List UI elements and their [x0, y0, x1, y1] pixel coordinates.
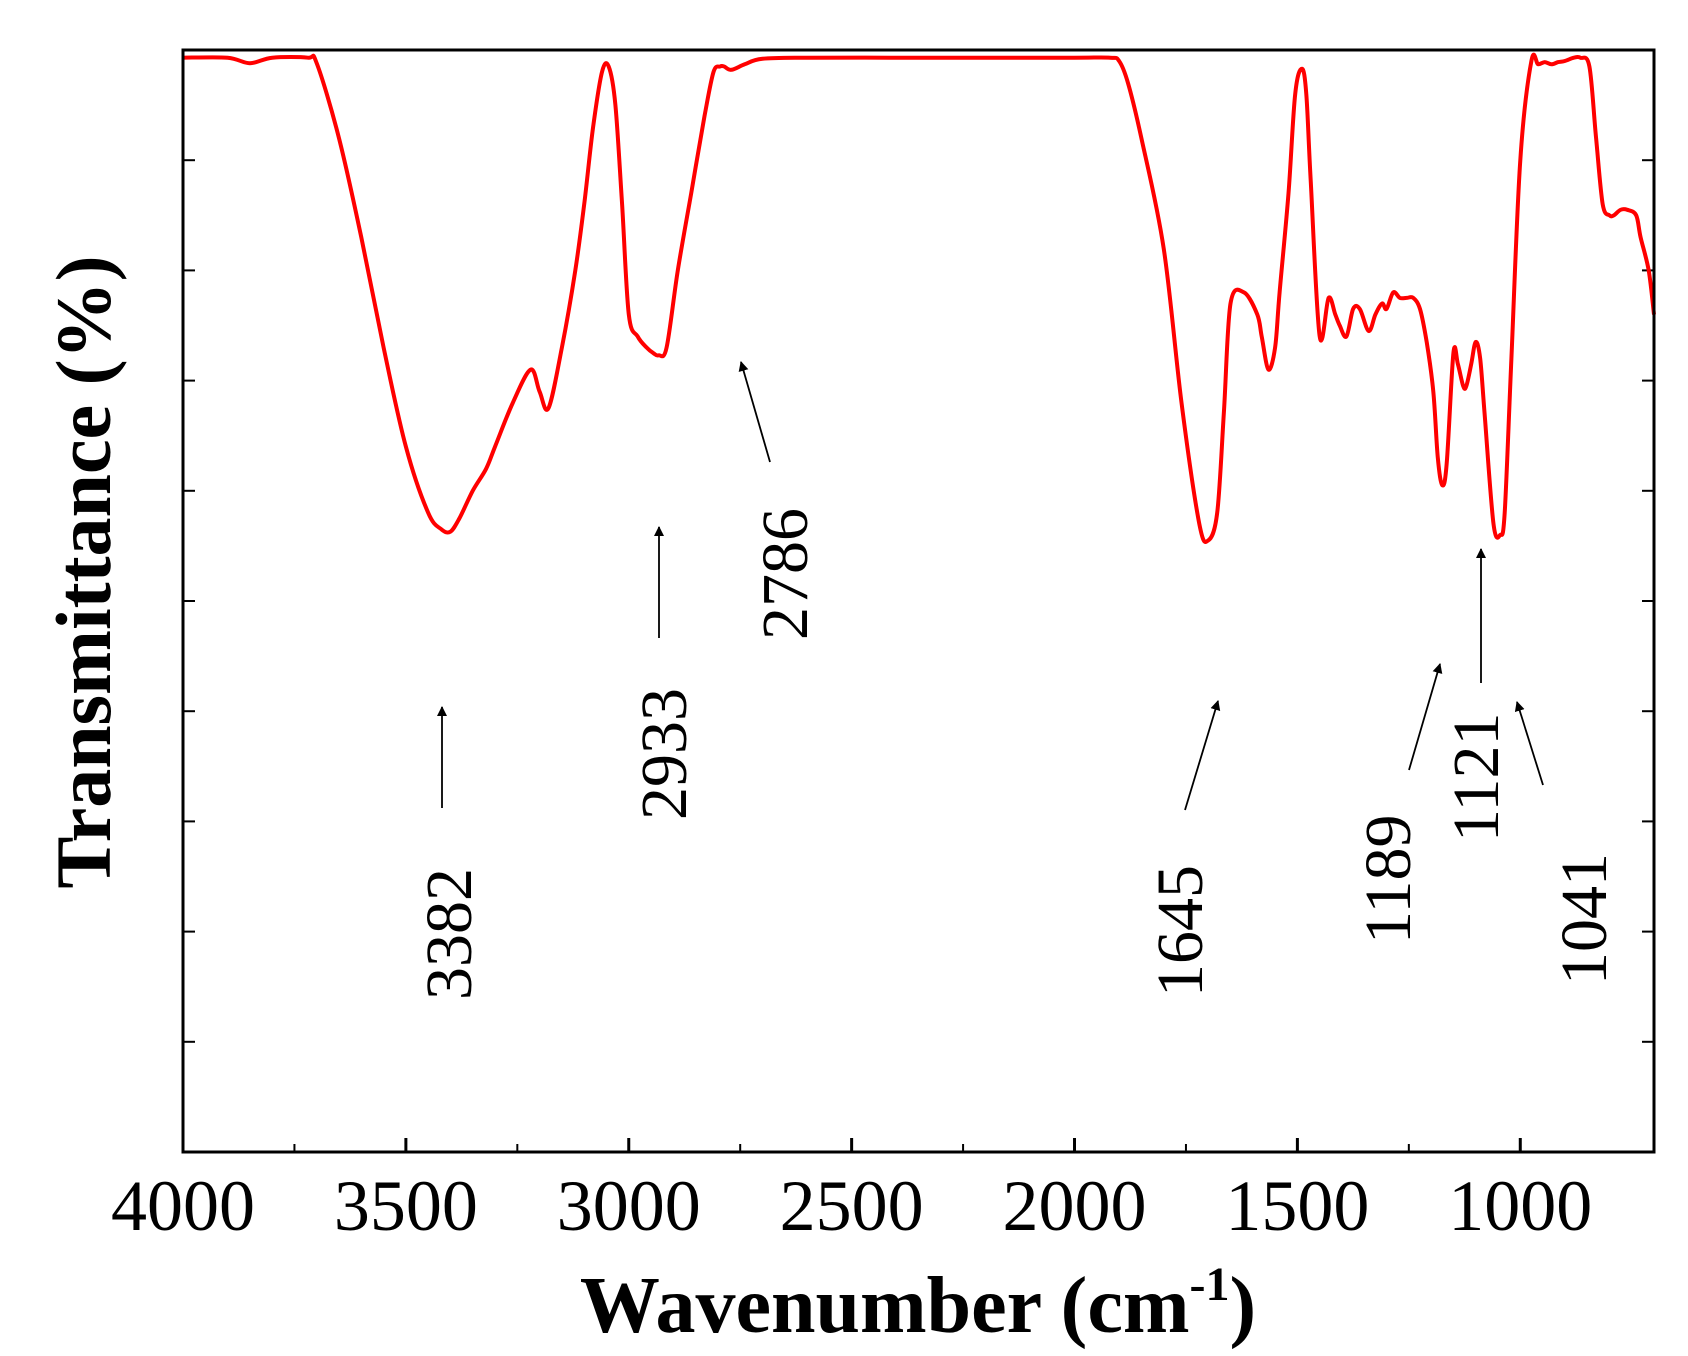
- x-tick-label: 1500: [1225, 1166, 1369, 1246]
- x-axis-title-tail: ): [1229, 1262, 1256, 1350]
- peak-arrow-2786: [738, 361, 771, 463]
- transmittance-line: [182, 52, 1656, 545]
- x-tick-label: 3000: [557, 1166, 701, 1246]
- peak-label-1645: 1645: [1144, 865, 1217, 997]
- peak-label-2933: 2933: [628, 688, 701, 820]
- series-layer: [182, 52, 1656, 545]
- peak-label-3382: 3382: [413, 868, 486, 1000]
- peak-arrow-1645: [1184, 700, 1221, 811]
- x-axis-title-superscript: -1: [1189, 1258, 1229, 1311]
- peak-arrow-1041: [1514, 701, 1544, 786]
- peak-label-2786: 2786: [749, 508, 822, 640]
- x-tick-label: 1000: [1448, 1166, 1592, 1246]
- x-tick-label: 4000: [111, 1166, 255, 1246]
- y-axis-ticks: [183, 159, 1654, 1043]
- plot-frame: [181, 48, 1656, 1154]
- x-tick-label: 3500: [334, 1166, 478, 1246]
- peak-label-1121: 1121: [1440, 712, 1513, 842]
- x-tick-label: 2500: [780, 1166, 924, 1246]
- x-axis-title: Wavenumber (cm-1): [580, 1258, 1256, 1350]
- peak-label-1041: 1041: [1548, 853, 1621, 985]
- x-axis-ticks: 4000 3500 3000 2500 2000 1500 1000: [111, 1138, 1592, 1246]
- x-tick-label: 2000: [1003, 1166, 1147, 1246]
- y-axis-title: Transmittance (%): [40, 255, 127, 888]
- peak-label-1189: 1189: [1352, 814, 1425, 944]
- peak-arrow-1189: [1408, 663, 1443, 771]
- x-axis-title-text: Wavenumber (cm: [580, 1262, 1190, 1350]
